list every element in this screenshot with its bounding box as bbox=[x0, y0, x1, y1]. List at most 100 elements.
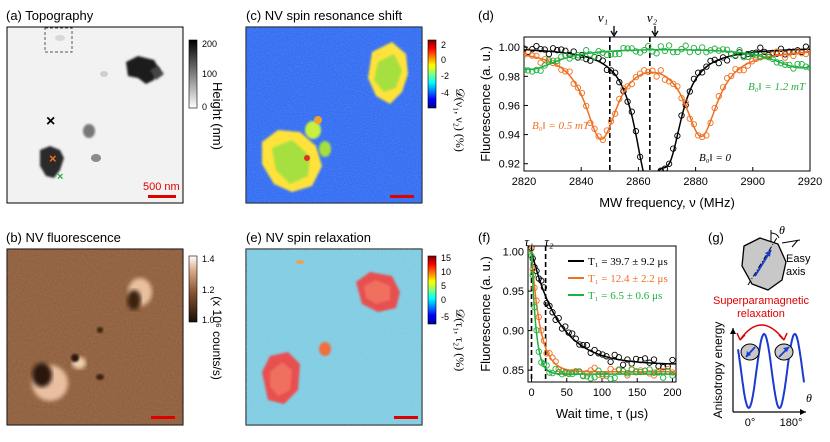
panel-b-image bbox=[6, 248, 184, 426]
panel-e-image bbox=[245, 248, 423, 426]
data-point bbox=[624, 372, 631, 379]
y-tick-label: 0.94 bbox=[499, 130, 520, 142]
panel-f-ticks: 0 50 100 150 200 0.85 0.90 0.95 1.00 bbox=[503, 247, 682, 399]
data-point bbox=[554, 57, 561, 64]
data-point bbox=[773, 48, 780, 55]
panel-d-ticks: 2820 2840 2860 2880 2900 2920 0.92 0.94 0.96 0.98… bbox=[499, 42, 823, 188]
data-point bbox=[649, 67, 656, 74]
cb-tick: 0 bbox=[441, 295, 446, 305]
legend-green: B₀‖ = 1.2 mT bbox=[748, 81, 806, 93]
data-point bbox=[682, 42, 689, 49]
fit-line bbox=[524, 51, 810, 141]
data-point bbox=[650, 356, 658, 363]
panel-a-colorbar-ticks: 200 100 0 bbox=[202, 39, 217, 112]
legend-black: B₀‖ = 0 bbox=[699, 152, 732, 164]
x-tick-label: 150 bbox=[628, 387, 646, 399]
panel-d-ylabel: Fluorescence (a. u.) bbox=[478, 46, 493, 162]
data-point bbox=[576, 341, 583, 348]
easy-axis-line2: axis bbox=[786, 266, 806, 278]
data-point bbox=[546, 302, 553, 310]
cb-tick: 15 bbox=[441, 253, 451, 263]
cb-tick: -4 bbox=[441, 88, 449, 98]
data-point bbox=[723, 46, 731, 53]
data-point bbox=[583, 47, 590, 54]
cb-tick: 200 bbox=[202, 39, 217, 49]
y-tick-label: 0.98 bbox=[499, 71, 520, 83]
data-point bbox=[790, 65, 797, 72]
data-point bbox=[669, 372, 676, 379]
data-point bbox=[524, 67, 532, 74]
panel-e-colorbar-ticks: 15 10 5 0 -5 bbox=[441, 253, 451, 322]
panel-c-image bbox=[245, 26, 423, 204]
panel-a-colorbar-label: Height (nm) bbox=[210, 82, 225, 150]
data-point bbox=[624, 45, 631, 52]
data-point bbox=[562, 369, 569, 376]
data-point bbox=[533, 42, 540, 50]
data-point bbox=[646, 366, 653, 373]
data-point bbox=[777, 49, 785, 57]
data-point bbox=[616, 50, 623, 58]
panel-e-title: (e) NV spin relaxation bbox=[246, 230, 371, 245]
scale-bar bbox=[151, 416, 175, 419]
data-point bbox=[694, 132, 702, 139]
data-point bbox=[661, 76, 669, 83]
cb-tick: 1.4 bbox=[202, 254, 215, 264]
theta-label: θ bbox=[779, 223, 785, 237]
data-point bbox=[607, 358, 614, 365]
data-point bbox=[654, 174, 659, 179]
nu1-label: ν₁ bbox=[598, 10, 608, 25]
data-point bbox=[611, 374, 618, 382]
data-point bbox=[533, 52, 540, 59]
x-tick-label: 2820 bbox=[512, 176, 536, 188]
data-point bbox=[703, 63, 710, 70]
energy-ylabel: Anisotropy energy bbox=[711, 322, 725, 419]
y-tick-label: 0.90 bbox=[503, 326, 524, 338]
data-point bbox=[790, 48, 797, 55]
data-point bbox=[533, 66, 540, 74]
zoom-box bbox=[44, 27, 73, 53]
data-point bbox=[669, 356, 676, 364]
data-point bbox=[740, 66, 747, 74]
panel-d-xlabel: MW frequency, ν (MHz) bbox=[599, 195, 735, 210]
y-tick-label: 0.85 bbox=[503, 365, 524, 377]
panel-d: (d) 2820 2840 2860 2880 2900 2920 0.92 0.94 0.96… bbox=[478, 8, 822, 210]
panel-c: (c) NV spin resonance shift 2 0 -2 -4 𝒟(… bbox=[245, 8, 467, 204]
panel-g-label: (g) bbox=[708, 230, 724, 245]
data-point bbox=[645, 42, 652, 50]
data-point bbox=[595, 133, 602, 140]
panel-f-xlabel: Wait time, τ (μs) bbox=[556, 406, 648, 421]
data-point bbox=[569, 330, 576, 337]
scale-bar bbox=[148, 195, 176, 198]
nanoparticle-schematic: θ Easy axis bbox=[741, 223, 811, 291]
tick-0deg: 0° bbox=[745, 417, 756, 429]
data-point bbox=[665, 160, 673, 167]
panel-b-colorbar-ticks: 1.4 1.2 1.0 bbox=[202, 254, 215, 325]
x-tick-label: 2920 bbox=[798, 176, 822, 188]
y-tick-label: 1.00 bbox=[503, 247, 524, 259]
scale-bar bbox=[390, 195, 414, 198]
data-point bbox=[757, 44, 764, 51]
data-point bbox=[591, 53, 598, 60]
cb-tick: 1.2 bbox=[202, 285, 215, 295]
x-tick-label: 200 bbox=[663, 387, 681, 399]
panel-f-data bbox=[528, 246, 676, 382]
data-point bbox=[649, 48, 656, 55]
easy-axis-line bbox=[747, 235, 779, 286]
data-point bbox=[777, 45, 785, 52]
panel-f-ylabel: Fluorescence (a. u.) bbox=[478, 256, 493, 372]
panel-d-label: (d) bbox=[478, 8, 494, 23]
x-tick-label: 2860 bbox=[626, 176, 650, 188]
panel-e-colorbar-label: 𝒟(τ₁, τ₂) (%) bbox=[453, 309, 467, 372]
y-tick-label: 0.92 bbox=[499, 159, 520, 171]
data-point bbox=[603, 51, 611, 59]
scale-bar bbox=[394, 416, 418, 419]
data-point bbox=[524, 66, 528, 74]
data-point bbox=[653, 50, 660, 57]
cross-marker-green: × bbox=[57, 171, 63, 183]
legend-entry: T₁ = 12.4 ± 2.2 μs bbox=[588, 273, 668, 285]
data-point bbox=[699, 44, 706, 51]
y-tick-label: 1.00 bbox=[499, 42, 520, 54]
panel-c-title: (c) NV spin resonance shift bbox=[246, 8, 402, 23]
cb-tick: 100 bbox=[202, 69, 217, 79]
cb-tick: 5 bbox=[441, 281, 446, 291]
